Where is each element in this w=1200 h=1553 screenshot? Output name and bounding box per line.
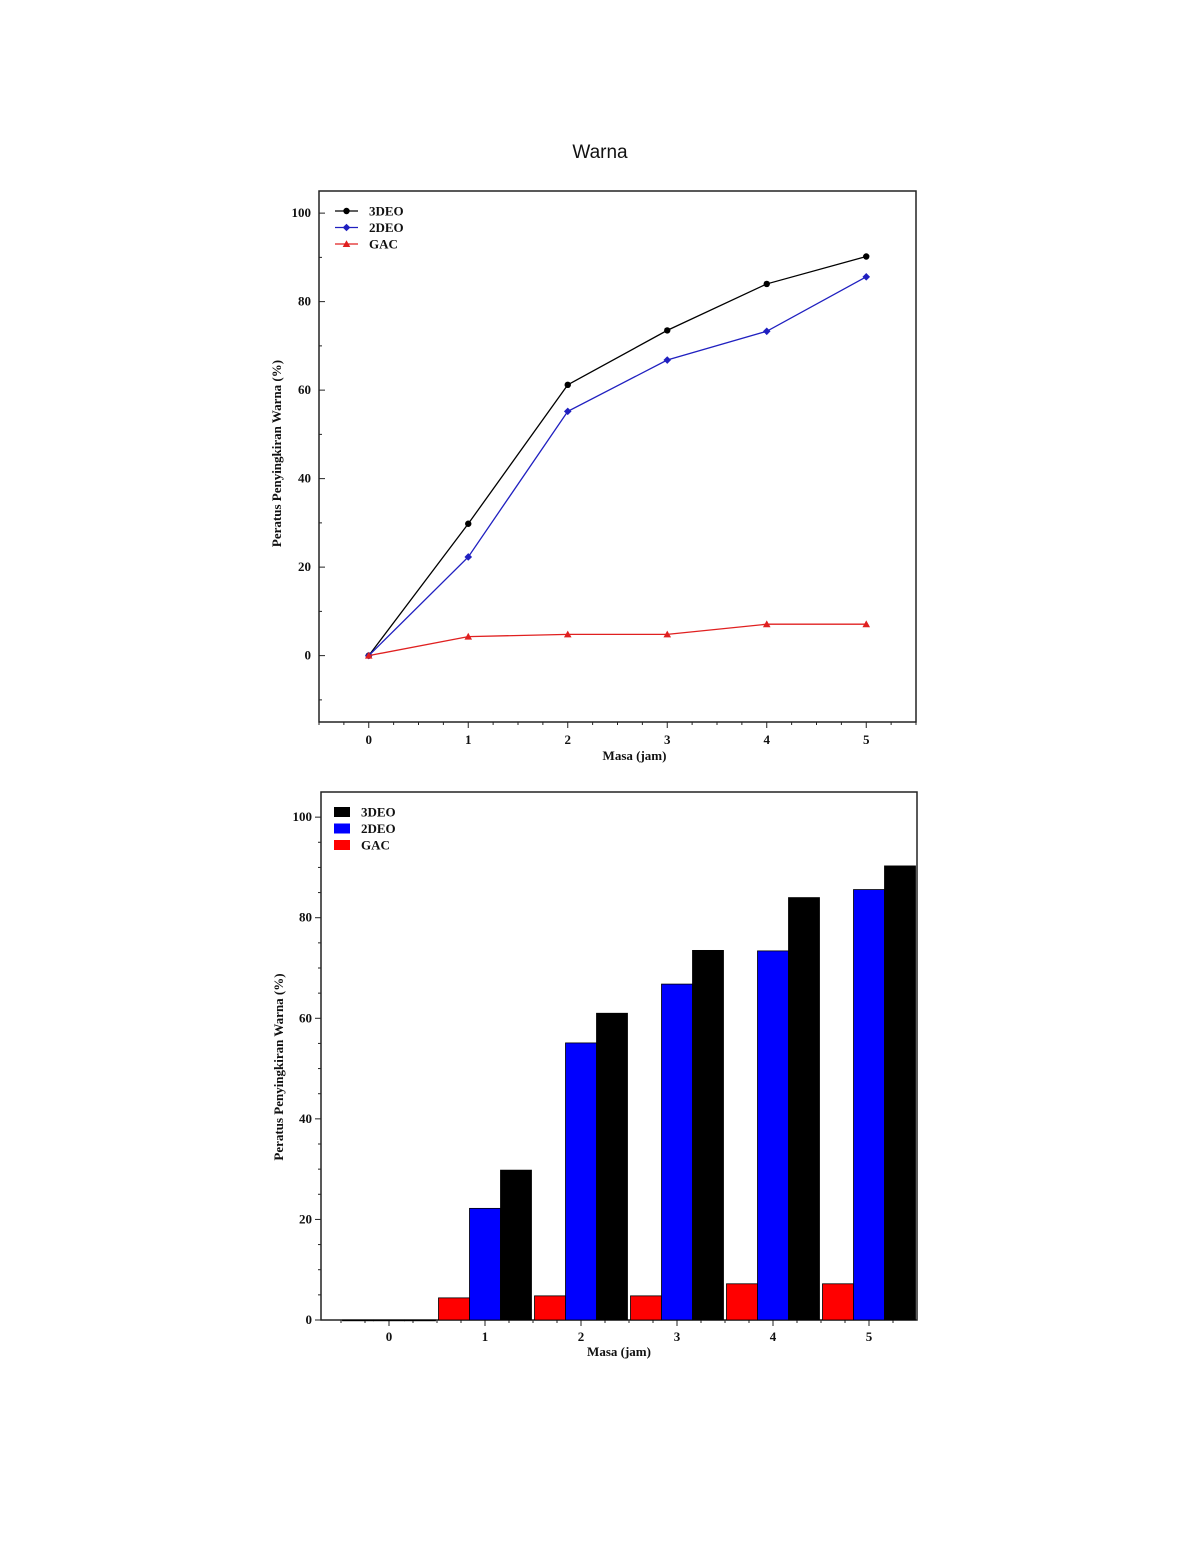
bar-3deo-0	[404, 1319, 436, 1322]
bar-2deo-1	[469, 1207, 501, 1321]
series-3deo	[365, 253, 870, 659]
plot-frame	[318, 190, 917, 723]
bar-gac-3	[630, 1295, 662, 1321]
y-tick-label-60: 60	[298, 382, 311, 397]
x-tick-label-2: 2	[578, 1329, 585, 1344]
legend-marker-3deo	[343, 207, 350, 215]
legend-label-2deo: 2DEO	[369, 220, 404, 235]
x-tick-label-3: 3	[664, 732, 671, 747]
y-tick-label-40: 40	[298, 471, 311, 486]
y-tick-label-20: 20	[298, 559, 311, 574]
legend-swatch-gac	[334, 840, 350, 850]
point-2deo-3	[663, 356, 672, 364]
x-tick-label-4: 4	[764, 732, 771, 747]
y-tick-label-0: 0	[305, 648, 312, 663]
point-3deo-1	[465, 520, 472, 527]
y-tick-label-100: 100	[292, 205, 312, 220]
x-tick-label-0: 0	[366, 732, 373, 747]
bar-2deo-3	[661, 983, 693, 1321]
y-tick-label-80: 80	[298, 294, 311, 309]
bar-3deo-3	[692, 949, 724, 1321]
bar-2deo-0	[373, 1319, 405, 1322]
point-3deo-4	[763, 280, 770, 288]
bar-3deo-1	[500, 1169, 532, 1321]
y-tick-label-40: 40	[299, 1111, 312, 1126]
bar-3deo-4	[788, 897, 820, 1321]
point-2deo-5	[862, 273, 871, 281]
bar-3deo-2	[596, 1012, 628, 1321]
point-gac-3	[663, 630, 672, 638]
legend-marker-gac	[342, 240, 351, 248]
point-gac-1	[464, 632, 473, 640]
legend-label-2deo: 2DEO	[361, 821, 396, 836]
series-gac	[364, 620, 871, 659]
y-tick-label-20: 20	[299, 1211, 312, 1226]
y-axis-title: Peratus Penyingkiran Warna (%)	[269, 360, 284, 547]
y-axis-title: Peratus Penyingkiran Warna (%)	[271, 973, 286, 1160]
point-gac-4	[762, 620, 771, 628]
legend-label-3deo: 3DEO	[369, 204, 404, 219]
legend-label-gac: GAC	[361, 838, 390, 853]
point-gac-0	[364, 651, 373, 659]
bar-2deo-5	[853, 889, 885, 1321]
point-3deo-5	[863, 253, 870, 260]
x-tick-label-4: 4	[770, 1329, 777, 1344]
bar-gac-2	[534, 1295, 566, 1321]
series-3deo	[404, 865, 916, 1322]
bar-gac-0	[342, 1319, 374, 1322]
y-tick-label-0: 0	[306, 1312, 313, 1327]
series-2deo	[364, 273, 871, 660]
page-title: Warna	[572, 142, 628, 163]
series-gac	[342, 1283, 854, 1322]
bar-3deo-5	[884, 865, 916, 1321]
point-2deo-4	[762, 327, 771, 336]
x-tick-label-1: 1	[465, 732, 472, 747]
legend-label-gac: GAC	[369, 237, 398, 252]
bar-chart: 0 20 40 60 80 100 0 1 2 3 4 5 Masa (jam) Peratus Peny…	[271, 791, 918, 1359]
x-tick-label-0: 0	[386, 1329, 393, 1344]
x-tick-label-5: 5	[863, 732, 870, 747]
legend-label-3deo: 3DEO	[361, 805, 396, 820]
point-2deo-1	[464, 553, 473, 561]
bar-gac-5	[822, 1283, 854, 1321]
point-3deo-2	[564, 381, 571, 389]
x-axis-title: Masa (jam)	[603, 748, 667, 763]
legend-marker-2deo	[342, 223, 351, 232]
x-tick-label-2: 2	[565, 732, 572, 747]
line-gac	[368, 623, 867, 657]
point-2deo-2	[563, 407, 572, 416]
line-3deo	[368, 255, 867, 657]
x-tick-label-3: 3	[674, 1329, 681, 1344]
bar-2deo-4	[757, 950, 789, 1321]
bar-gac-4	[726, 1283, 758, 1321]
line-chart: 0 20 40 60 80 100 0 1 2 3 4 5 Masa (jam) Peratus Peny…	[269, 190, 917, 763]
x-tick-label-1: 1	[482, 1329, 489, 1344]
bar-gac-1	[438, 1297, 470, 1321]
y-tick-label-100: 100	[293, 809, 313, 824]
legend-swatch-2deo	[334, 823, 350, 834]
series-2deo	[373, 889, 885, 1322]
line-2deo	[368, 276, 867, 657]
point-gac-2	[563, 630, 572, 638]
y-tick-label-60: 60	[299, 1010, 312, 1025]
point-3deo-3	[664, 327, 671, 334]
x-axis-title: Masa (jam)	[587, 1344, 651, 1359]
y-tick-label-80: 80	[299, 910, 312, 925]
point-gac-5	[862, 620, 871, 628]
bar-2deo-2	[565, 1042, 597, 1321]
legend-swatch-3deo	[334, 807, 350, 817]
x-tick-label-5: 5	[866, 1329, 873, 1344]
